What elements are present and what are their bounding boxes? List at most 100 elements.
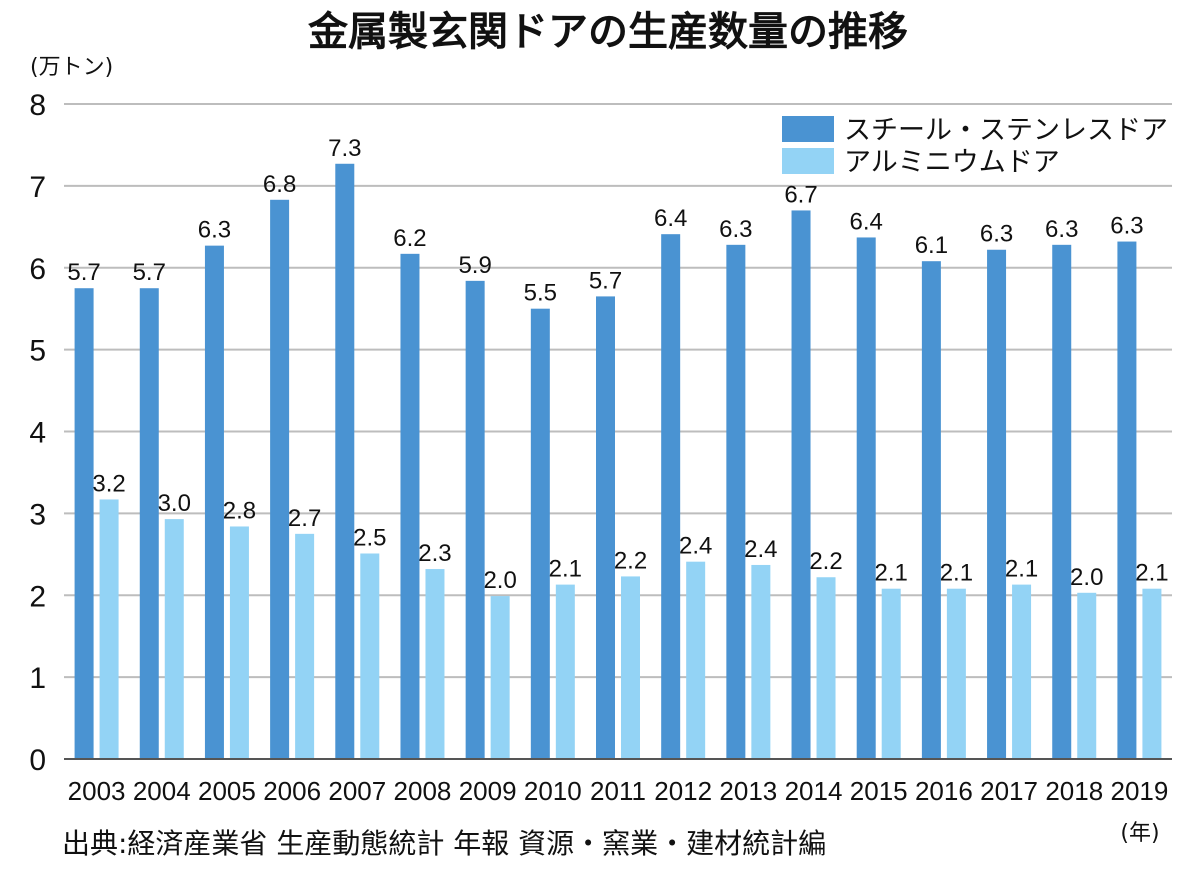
data-label-steel-2008: 6.2: [393, 225, 426, 252]
bar-aluminum-2019: [1142, 588, 1162, 759]
data-label-aluminum-2009: 2.0: [483, 567, 516, 594]
x-tick-label-2005: 2005: [198, 776, 256, 806]
x-tick-label-2017: 2017: [980, 776, 1038, 806]
bar-aluminum-2007: [360, 553, 380, 759]
data-label-steel-2006: 6.8: [263, 171, 296, 198]
data-label-aluminum-2007: 2.5: [353, 524, 386, 551]
source-note: 出典:経済産業省 生産動態統計 年報 資源・窯業・建材統計編: [62, 827, 826, 860]
y-tick-label: 8: [29, 89, 46, 122]
bar-aluminum-2016: [946, 588, 966, 759]
data-label-aluminum-2008: 2.3: [418, 540, 451, 567]
bar-aluminum-2017: [1012, 584, 1032, 759]
y-axis-ticks: 0 1 2 3 4 5 6 7 8: [29, 89, 46, 777]
bar-steel-2003: [74, 288, 94, 759]
x-tick-label-2012: 2012: [654, 776, 712, 806]
x-tick-label-2007: 2007: [328, 776, 386, 806]
data-label-aluminum-2010: 2.1: [549, 556, 582, 583]
x-tick-label-2019: 2019: [1110, 776, 1168, 806]
x-tick-label-2010: 2010: [524, 776, 582, 806]
bar-aluminum-2003: [99, 499, 119, 759]
bar-steel-2019: [1117, 241, 1137, 760]
data-label-steel-2009: 5.9: [458, 252, 491, 279]
bar-aluminum-2010: [555, 584, 575, 759]
data-label-steel-2015: 6.4: [850, 208, 883, 235]
data-label-aluminum-2019: 2.1: [1135, 560, 1168, 587]
bar-steel-2012: [661, 234, 681, 759]
bar-steel-2016: [921, 261, 941, 759]
data-label-aluminum-2011: 2.2: [614, 547, 647, 574]
data-label-aluminum-2014: 2.2: [809, 548, 842, 575]
data-label-steel-2014: 6.7: [784, 181, 817, 208]
data-label-steel-2007: 7.3: [328, 135, 361, 162]
bar-steel-2006: [270, 199, 290, 759]
bars: [74, 163, 1162, 760]
data-label-aluminum-2006: 2.7: [288, 505, 321, 532]
y-tick-label: 6: [29, 253, 46, 286]
data-label-aluminum-2018: 2.0: [1070, 564, 1103, 591]
legend-label-aluminum: アルミニウムドア: [844, 147, 1060, 178]
y-tick-label: 2: [29, 580, 46, 613]
data-label-aluminum-2012: 2.4: [679, 533, 712, 560]
y-axis-unit-label: (万トン): [30, 55, 113, 80]
data-label-aluminum-2004: 3.0: [158, 490, 191, 517]
data-label-steel-2012: 6.4: [654, 205, 687, 232]
bar-steel-2011: [596, 296, 615, 759]
bar-steel-2008: [400, 253, 420, 760]
data-label-steel-2005: 6.3: [198, 217, 231, 244]
data-label-steel-2017: 6.3: [980, 221, 1013, 248]
data-label-aluminum-2013: 2.4: [744, 536, 777, 563]
bar-aluminum-2018: [1077, 592, 1097, 759]
data-label-aluminum-2017: 2.1: [1005, 556, 1038, 583]
x-tick-label-2015: 2015: [850, 776, 908, 806]
bar-aluminum-2005: [229, 526, 249, 759]
bar-steel-2005: [204, 245, 224, 760]
data-label-steel-2003: 5.7: [67, 259, 100, 286]
x-tick-label-2009: 2009: [459, 776, 517, 806]
x-axis-ticks: 2003 2004 2005 2006 2007 2008 2009 2010 2011 2012…: [68, 776, 1169, 806]
bar-steel-2013: [726, 244, 746, 759]
x-tick-label-2013: 2013: [719, 776, 777, 806]
y-tick-label: 1: [29, 662, 46, 695]
bar-aluminum-2006: [295, 533, 315, 759]
x-tick-label-2008: 2008: [394, 776, 452, 806]
y-tick-label: 4: [29, 417, 46, 450]
bar-steel-2015: [856, 237, 876, 760]
data-label-aluminum-2003: 3.2: [92, 470, 125, 497]
bar-aluminum-2008: [425, 569, 445, 759]
legend: スチール・ステンレスドア アルミニウムドア: [782, 115, 1168, 178]
x-tick-label-2016: 2016: [915, 776, 973, 806]
bar-steel-2007: [335, 163, 355, 760]
legend-swatch-steel: [782, 116, 834, 142]
x-tick-label-2018: 2018: [1045, 776, 1103, 806]
x-tick-label-2004: 2004: [133, 776, 191, 806]
x-tick-label-2003: 2003: [68, 776, 126, 806]
bar-steel-2004: [139, 288, 159, 759]
x-tick-label-2006: 2006: [263, 776, 321, 806]
y-tick-label: 7: [29, 171, 46, 204]
data-label-steel-2004: 5.7: [133, 259, 166, 286]
bar-aluminum-2009: [490, 596, 510, 759]
bar-steel-2014: [791, 210, 811, 759]
data-label-aluminum-2005: 2.8: [223, 497, 256, 524]
bar-aluminum-2011: [621, 576, 640, 759]
bar-steel-2017: [987, 249, 1007, 760]
y-tick-label: 5: [29, 335, 46, 368]
bar-aluminum-2012: [686, 561, 706, 759]
data-label-steel-2010: 5.5: [524, 280, 557, 307]
y-tick-label: 0: [29, 744, 46, 777]
bar-steel-2009: [465, 280, 485, 759]
bar-steel-2010: [530, 308, 550, 759]
x-tick-label-2014: 2014: [785, 776, 843, 806]
bar-aluminum-2014: [816, 577, 836, 759]
x-axis-unit-label: (年): [1120, 821, 1159, 846]
y-tick-label: 3: [29, 498, 46, 531]
bar-steel-2018: [1052, 244, 1072, 759]
data-label-steel-2011: 5.7: [589, 267, 622, 294]
legend-label-steel: スチール・ステンレスドア: [844, 115, 1168, 146]
bar-aluminum-2013: [751, 564, 771, 759]
bar-aluminum-2015: [881, 588, 901, 759]
x-tick-label-2011: 2011: [590, 776, 646, 806]
data-label-steel-2018: 6.3: [1045, 216, 1078, 243]
